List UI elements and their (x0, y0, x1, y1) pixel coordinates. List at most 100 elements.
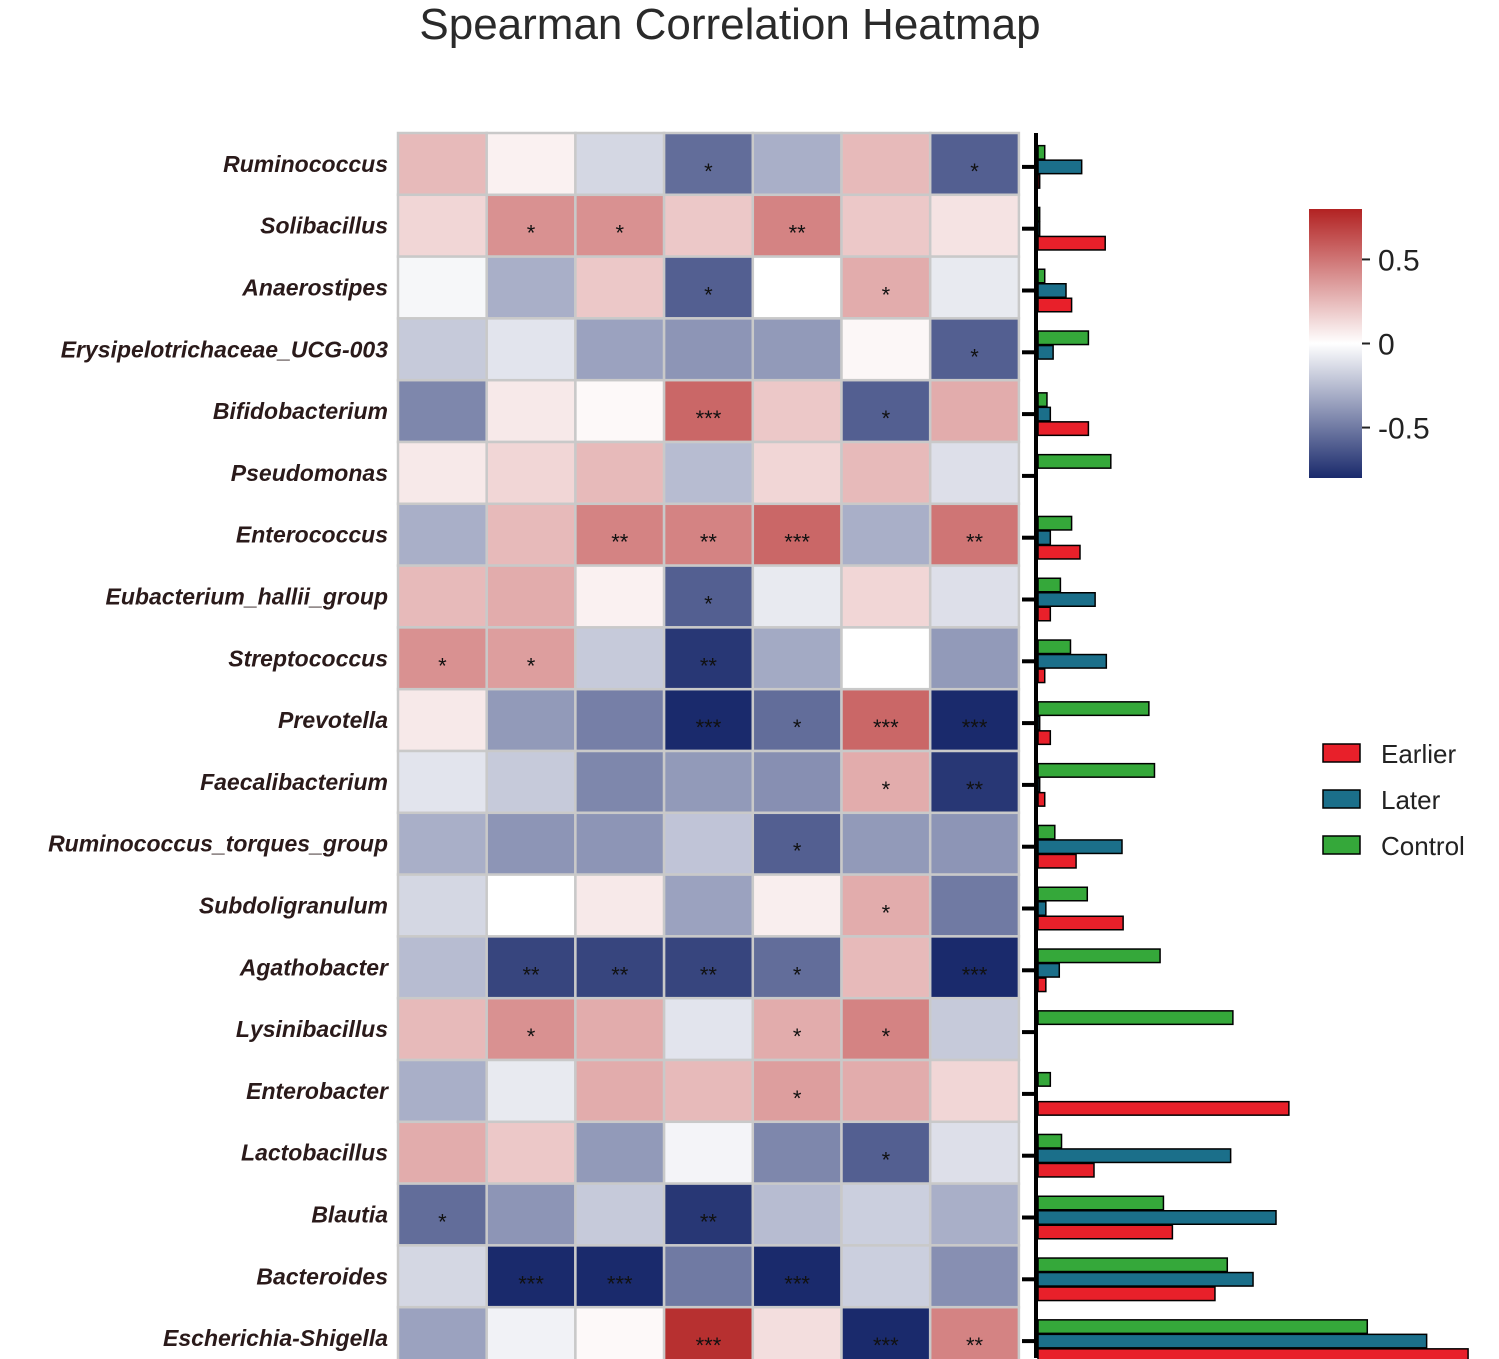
row-label: Solibacillus (260, 213, 388, 239)
heatmap-cell (396, 193, 488, 258)
colorbar-gradient (1309, 209, 1362, 478)
heatmap-cell (574, 1305, 666, 1359)
heatmap-cell (751, 1244, 843, 1309)
heatmap-cell (574, 564, 666, 629)
bar (1037, 1257, 1229, 1273)
bar (1037, 1195, 1165, 1211)
significance-mark: *** (873, 1333, 899, 1358)
bar (1037, 977, 1047, 993)
heatmap-cell (574, 1058, 666, 1124)
significance-mark: *** (962, 962, 988, 987)
heatmap-cell (396, 811, 488, 876)
heatmap-cell (928, 873, 1021, 938)
heatmap-cell (928, 1305, 1021, 1359)
heatmap-cell (396, 564, 488, 629)
bar (1037, 577, 1062, 593)
row-label: Erysipelotrichaceae_UCG-003 (61, 336, 388, 362)
significance-mark: ** (966, 1333, 984, 1358)
heatmap-cell (574, 1120, 666, 1185)
bar (1037, 173, 1041, 189)
significance-mark: * (970, 159, 979, 184)
significance-mark: * (704, 592, 713, 617)
heatmap-cell (396, 873, 488, 938)
heatmap-cell (928, 1058, 1021, 1124)
heatmap-cell (662, 626, 755, 691)
significance-mark: ** (700, 962, 718, 987)
heatmap-cell (928, 1244, 1021, 1309)
significance-mark: * (793, 715, 802, 740)
heatmap-cell (662, 440, 755, 506)
heatmap-cell (396, 749, 488, 815)
bar (1037, 206, 1041, 222)
heatmap-cell (928, 811, 1021, 876)
heatmap-cell (928, 1120, 1021, 1185)
heatmap-cell (574, 687, 666, 753)
heatmap-cell (840, 811, 932, 876)
row-labels: Ruminococcus Solibacillus Anaerostipes Erys… (48, 151, 389, 1351)
legend-swatch (1322, 789, 1361, 809)
heatmap-cell (396, 440, 488, 506)
heatmap-cell (751, 440, 843, 506)
heatmap-cell (840, 502, 932, 567)
bar (1037, 592, 1096, 607)
colorbar-tick-label: -0.5 (1378, 413, 1430, 446)
heatmap-cell (396, 255, 488, 320)
significance-mark: * (793, 1086, 802, 1111)
heatmap-cell (840, 626, 932, 691)
heatmap-cell (928, 626, 1021, 691)
significance-mark: * (527, 221, 536, 246)
bar (1037, 1348, 1469, 1359)
significance-mark: *** (784, 530, 810, 555)
heatmap-cell (396, 687, 488, 753)
heatmap-cell (485, 193, 577, 258)
bar (1037, 1162, 1095, 1178)
row-label: Agathobacter (239, 954, 389, 980)
row-label: Ruminococcus (223, 151, 388, 177)
bar (1037, 1319, 1369, 1335)
heatmap-cell (485, 811, 577, 876)
legend-label: Earlier (1381, 739, 1456, 769)
heatmap-cell (485, 749, 577, 815)
significance-mark: * (882, 283, 891, 308)
heatmap-cell (574, 1182, 666, 1247)
row-label: Enterobacter (246, 1078, 389, 1104)
heatmap-cell (751, 502, 843, 567)
bar (1037, 1148, 1232, 1164)
significance-mark: *** (696, 1333, 722, 1358)
heatmap-cell (485, 440, 577, 506)
row-label: Subdoligranulum (199, 893, 388, 919)
heatmap-cell (751, 378, 843, 444)
significance-mark: * (882, 901, 891, 926)
heatmap-cell (396, 935, 488, 1000)
significance-mark: * (882, 777, 891, 802)
heatmap-cell (396, 996, 488, 1062)
heatmap-cell (662, 996, 755, 1062)
bar (1037, 730, 1052, 746)
heatmap-cell (928, 255, 1021, 320)
legend-label: Control (1381, 831, 1465, 861)
significance-mark: * (704, 159, 713, 184)
heatmap-cell (840, 1058, 932, 1124)
legend: Earlier Later Control (1322, 739, 1465, 861)
heatmap-cell (574, 873, 666, 938)
row-label: Ruminococcus_torques_group (48, 831, 388, 857)
heatmap-cell (751, 1120, 843, 1185)
significance-mark: *** (696, 715, 722, 740)
significance-mark: * (882, 1148, 891, 1173)
bar (1037, 330, 1090, 346)
bar (1037, 530, 1052, 546)
heatmap-cell (485, 317, 577, 382)
legend-label: Later (1381, 785, 1441, 815)
significance-mark: *** (607, 1271, 633, 1296)
colorbar-tick-label: 0 (1378, 329, 1395, 362)
bar (1037, 901, 1047, 916)
heatmap-cell (840, 131, 932, 197)
heatmap-cell (485, 626, 577, 691)
heatmap-cell (396, 502, 488, 567)
bar (1037, 791, 1046, 807)
bar (1037, 159, 1083, 175)
heatmap-cell (396, 1120, 488, 1185)
heatmap-cell (928, 193, 1021, 258)
heatmap-cell (928, 1182, 1021, 1247)
significance-mark: * (793, 1024, 802, 1049)
